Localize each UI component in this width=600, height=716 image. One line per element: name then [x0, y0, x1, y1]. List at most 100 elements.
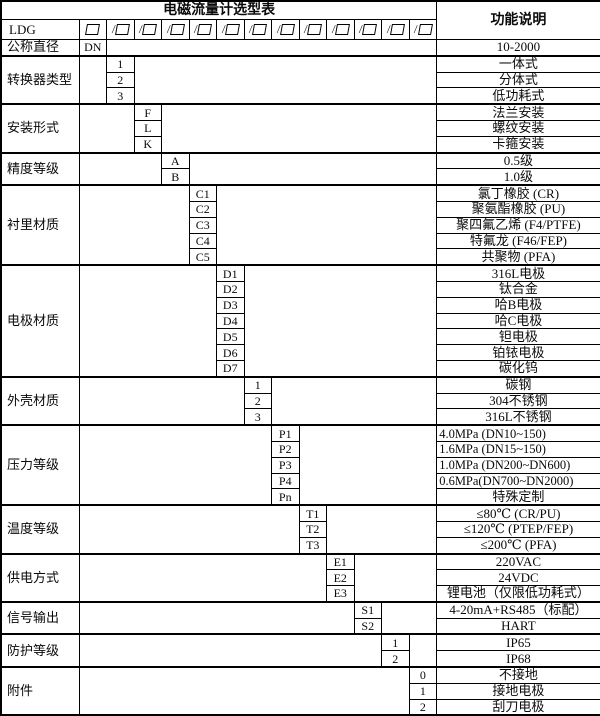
option-description: IP65 [436, 633, 600, 652]
spacer-cell-right [353, 552, 438, 603]
option-row: 1 接地电极 [1, 682, 600, 700]
option-description: 钛合金 [436, 280, 600, 298]
option-description: 接地电极 [436, 682, 600, 700]
option-row: 公称直径 DN 10-2000 [0, 38, 600, 57]
option-code: D6 [216, 344, 245, 361]
option-code: S2 [353, 617, 382, 635]
option-row: D3 哈B电极 [1, 296, 600, 314]
option-row: 衬里材质 C1 氯丁橡胶 (CR) [0, 184, 600, 266]
option-code: A [161, 151, 190, 170]
spacer-cell-right [188, 151, 438, 186]
option-row: 防护等级 1 IP65 [0, 633, 600, 668]
model-code-box-cell: / [271, 19, 300, 40]
model-code-box-cell: / [161, 19, 190, 40]
model-code-box-cell: / [133, 19, 162, 40]
option-description: 316L不锈钢 [436, 408, 600, 426]
model-code-box-cell: / [216, 19, 245, 40]
spacer-cell-left [78, 600, 355, 635]
option-row: 附件 0 不接地 [0, 666, 600, 716]
option-code: D4 [216, 312, 245, 330]
spacer-cell-left [78, 151, 162, 186]
spacer-cell-left [78, 184, 190, 266]
option-description: 4-20mA+RS485（标配） [436, 600, 600, 619]
option-code: 1 [408, 682, 438, 700]
spacer-cell-left [78, 504, 300, 555]
option-code: P1 [271, 424, 300, 442]
selection-box-icon [114, 23, 130, 35]
option-code: 2 [106, 71, 135, 89]
option-description: 氯丁橡胶 (CR) [436, 184, 600, 202]
group-label: 供电方式 [0, 552, 80, 603]
option-description: 锂电池（仅限低功耗式） [436, 585, 600, 603]
option-description: 聚氨酯橡胶 (PU) [436, 200, 600, 218]
spacer-cell-left [78, 264, 217, 378]
option-description: 304不锈钢 [436, 392, 600, 410]
option-description: 0.5级 [436, 151, 600, 170]
option-description: 共聚物 (PFA) [436, 248, 600, 266]
option-row: B 1.0级 [1, 168, 600, 186]
option-description: 法兰安装 [436, 103, 600, 121]
option-code: 2 [381, 650, 410, 668]
option-code: D3 [216, 296, 245, 314]
option-row: 3 低功耗式 [1, 87, 600, 105]
group-label: 外壳材质 [0, 375, 80, 426]
model-prefix: LDG [0, 19, 80, 40]
option-row: P3 1.0MPa (DN200~DN600) [1, 456, 600, 474]
model-code-box-cell: / [408, 19, 438, 40]
spacer-cell-right [133, 54, 438, 105]
option-row: 电极材质 D1 316L电极 [0, 264, 600, 378]
option-description: 24VDC [436, 569, 600, 587]
option-row: Pn 特殊定制 [1, 488, 600, 506]
option-code: 2 [408, 698, 438, 716]
option-code: E2 [326, 569, 355, 587]
spacer-cell-left [78, 375, 245, 426]
option-description: 220VAC [436, 552, 600, 571]
option-code: C5 [188, 248, 217, 266]
option-description: 1.6MPa (DN15~150) [436, 440, 600, 458]
option-description: 卡箍安装 [436, 135, 600, 154]
option-code: P3 [271, 456, 300, 474]
group-label: 安装形式 [0, 103, 80, 154]
option-description: 0.6MPa(DN700~DN2000) [436, 472, 600, 490]
option-row: C2 聚氨酯橡胶 (PU) [1, 200, 600, 218]
model-code-row: LDG / / / / / / / / / / / / [0, 19, 600, 40]
option-code: T1 [298, 504, 327, 522]
option-code: D5 [216, 328, 245, 346]
spacer-cell-left [78, 103, 135, 154]
model-code-box-cell: / [353, 19, 382, 40]
spacer-cell-right [105, 38, 438, 57]
model-dn-box-cell [78, 19, 107, 40]
option-row: D4 哈C电极 [1, 312, 600, 330]
model-code-box-cell: / [326, 19, 355, 40]
option-description: 钽电极 [436, 328, 600, 346]
option-code: C2 [188, 200, 217, 218]
option-description: 特氟龙 (F46/FEP) [436, 232, 600, 250]
option-code: DN [78, 38, 107, 57]
option-description: 分体式 [436, 71, 600, 89]
spacer-cell-left [78, 666, 410, 716]
model-code-box-cell: / [106, 19, 135, 40]
option-code: E3 [326, 585, 355, 603]
option-row: 外壳材质 1 碳钢 [0, 375, 600, 426]
slash-separator: / [413, 22, 419, 36]
option-description: 碳化钨 [436, 359, 600, 378]
option-description: 316L电极 [436, 264, 600, 282]
group-label: 精度等级 [0, 151, 80, 186]
model-code-box-cell: / [243, 19, 272, 40]
option-code: C4 [188, 232, 217, 250]
selection-box-icon [142, 23, 158, 35]
selection-box-icon [334, 23, 350, 35]
option-description: 哈B电极 [436, 296, 600, 314]
spacer-cell-right [325, 504, 438, 555]
selection-box-icon [197, 23, 213, 35]
option-code: 0 [408, 666, 438, 684]
title-row: 电磁流量计选型表 功能说明 [0, 0, 600, 40]
option-description: 不接地 [436, 666, 600, 684]
option-code: P2 [271, 440, 300, 458]
option-description: 低功耗式 [436, 87, 600, 105]
option-code: 1 [381, 633, 410, 652]
option-code: L [133, 119, 162, 137]
selection-box-icon [362, 23, 378, 35]
option-row: 精度等级 A 0.5级 [0, 151, 600, 186]
